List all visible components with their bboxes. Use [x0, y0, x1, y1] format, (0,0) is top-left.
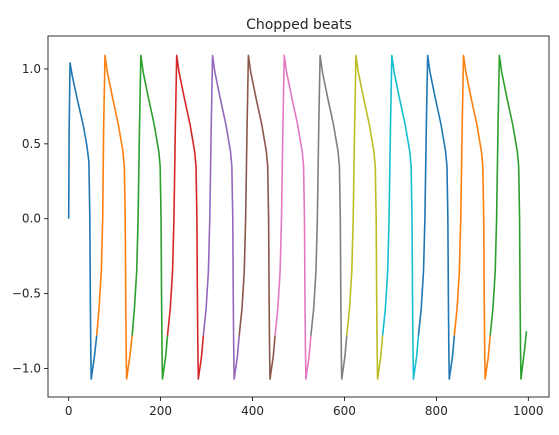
y-tick-label: 1.0 — [22, 62, 41, 76]
plot-area-frame — [47, 35, 550, 398]
x-tick-label: 800 — [425, 404, 448, 418]
x-tick-label: 1000 — [513, 404, 544, 418]
y-tick-label: 0.0 — [22, 212, 41, 226]
x-tick-label: 600 — [333, 404, 356, 418]
x-tick-label: 200 — [149, 404, 172, 418]
beat-line-12 — [453, 54, 491, 380]
beat-line-11 — [417, 54, 456, 380]
beat-line-3 — [131, 54, 169, 380]
beat-line-6 — [238, 54, 276, 380]
y-tick-label: −0.5 — [12, 287, 41, 301]
beat-line-2 — [95, 54, 133, 380]
beat-line-8 — [310, 54, 348, 380]
y-tick-label: −1.0 — [12, 362, 41, 376]
beat-line-10 — [381, 54, 420, 380]
beat-line-7 — [274, 54, 312, 380]
beat-line-4 — [166, 54, 205, 380]
beat-line-1 — [67, 62, 98, 380]
beat-line-13 — [489, 54, 528, 380]
x-tick-label: 0 — [65, 404, 73, 418]
x-tick-label: 400 — [241, 404, 264, 418]
plot-lines — [67, 54, 528, 380]
beat-line-5 — [202, 54, 241, 380]
y-tick-label: 0.5 — [22, 137, 41, 151]
axis-ticks: 0 200 400 600 800 1000 −1.0 −0.5 0.0 0.5 1.0 — [12, 62, 544, 418]
beat-line-9 — [345, 54, 384, 380]
chart-title: Chopped beats — [246, 17, 352, 33]
